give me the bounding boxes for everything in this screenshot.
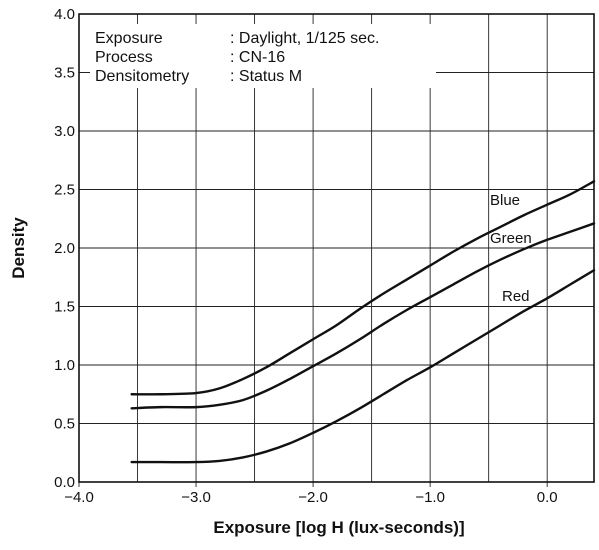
y-tick-label: 0.0 [54, 474, 75, 491]
info-label-process: Process [95, 49, 153, 66]
y-tick-label: 2.5 [54, 182, 75, 199]
info-label-densitometry: Densitometry [95, 68, 189, 85]
info-value-exposure: : Daylight, 1/125 sec. [230, 30, 379, 47]
y-tick-label: 1.5 [54, 299, 75, 316]
plot-frame [78, 13, 595, 483]
x-tick-label: −2.0 [298, 489, 328, 506]
info-label-exposure: Exposure [95, 30, 163, 47]
x-tick-label: 0.0 [537, 489, 558, 506]
series-line-red [130, 269, 596, 464]
series-line-blue [130, 180, 596, 396]
x-tick-label: −4.0 [64, 489, 94, 506]
y-tick-label: 3.5 [54, 65, 75, 82]
tick-labels: 0.0 0.5 1.0 1.5 2.0 2.5 3.0 3.5 4.0 −4.0 −3.0 −2.0 −… [54, 6, 557, 506]
y-tick-label: 4.0 [54, 6, 75, 23]
x-tick-label: −3.0 [181, 489, 211, 506]
info-value-densitometry: : Status M [230, 68, 302, 85]
x-axis-title: Exposure [log H (lux-seconds)] [213, 518, 464, 537]
y-axis-title: Density [9, 217, 28, 279]
y-tick-label: 0.5 [54, 416, 75, 433]
info-value-process: : CN-16 [230, 49, 285, 66]
info-box: Exposure : Daylight, 1/125 sec. Process … [95, 30, 379, 85]
info-box-background [90, 24, 436, 88]
grid-lines [79, 14, 594, 482]
y-tick-label: 3.0 [54, 123, 75, 140]
series-label-blue: Blue [490, 192, 520, 209]
y-tick-label: 2.0 [54, 240, 75, 257]
curves [130, 180, 596, 464]
series-label-red: Red [502, 288, 530, 305]
y-tick-label: 1.0 [54, 357, 75, 374]
x-tick-label: −1.0 [415, 489, 445, 506]
series-label-green: Green [490, 230, 532, 247]
series-line-green [130, 222, 596, 410]
